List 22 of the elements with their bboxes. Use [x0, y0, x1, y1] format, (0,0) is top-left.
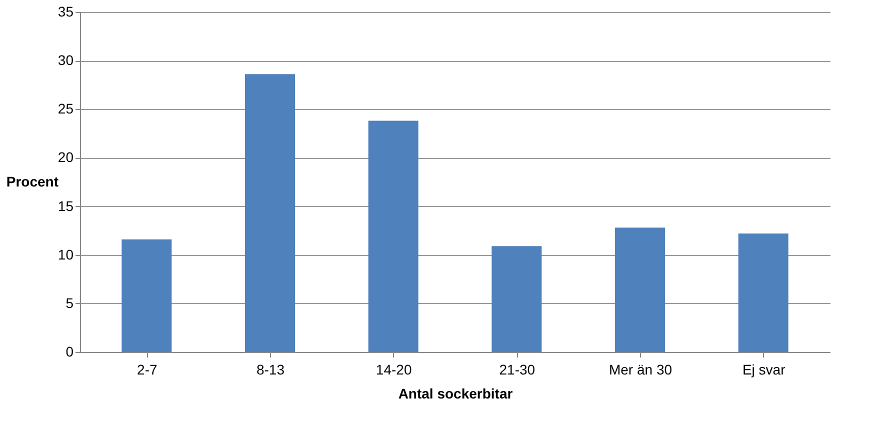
x-tick-label: 21-30: [499, 362, 536, 378]
y-tick-label: 5: [66, 294, 74, 311]
y-tick-label: 35: [58, 4, 74, 20]
bar: [368, 120, 418, 352]
y-tick-label: 25: [58, 100, 74, 117]
y-tick-label: 20: [58, 149, 74, 166]
y-tick-label: 30: [58, 52, 74, 68]
bar: [122, 239, 172, 352]
y-tick-label: 15: [58, 198, 74, 214]
x-tick-label: Ej svar: [742, 362, 786, 378]
x-tick-label: Mer än 30: [608, 362, 672, 378]
x-tick-label: 8-13: [256, 362, 285, 378]
bar: [245, 74, 295, 352]
x-axis-title: Antal sockerbitar: [398, 386, 514, 402]
x-tick-label: 2-7: [137, 362, 158, 378]
bar: [615, 228, 665, 352]
y-axis-title: Procent: [6, 174, 59, 190]
y-tick-label: 10: [58, 246, 74, 262]
x-tick-label: 14-20: [376, 362, 412, 378]
bar: [492, 246, 542, 352]
y-tick-label: 0: [66, 344, 74, 360]
bar: [738, 233, 788, 352]
